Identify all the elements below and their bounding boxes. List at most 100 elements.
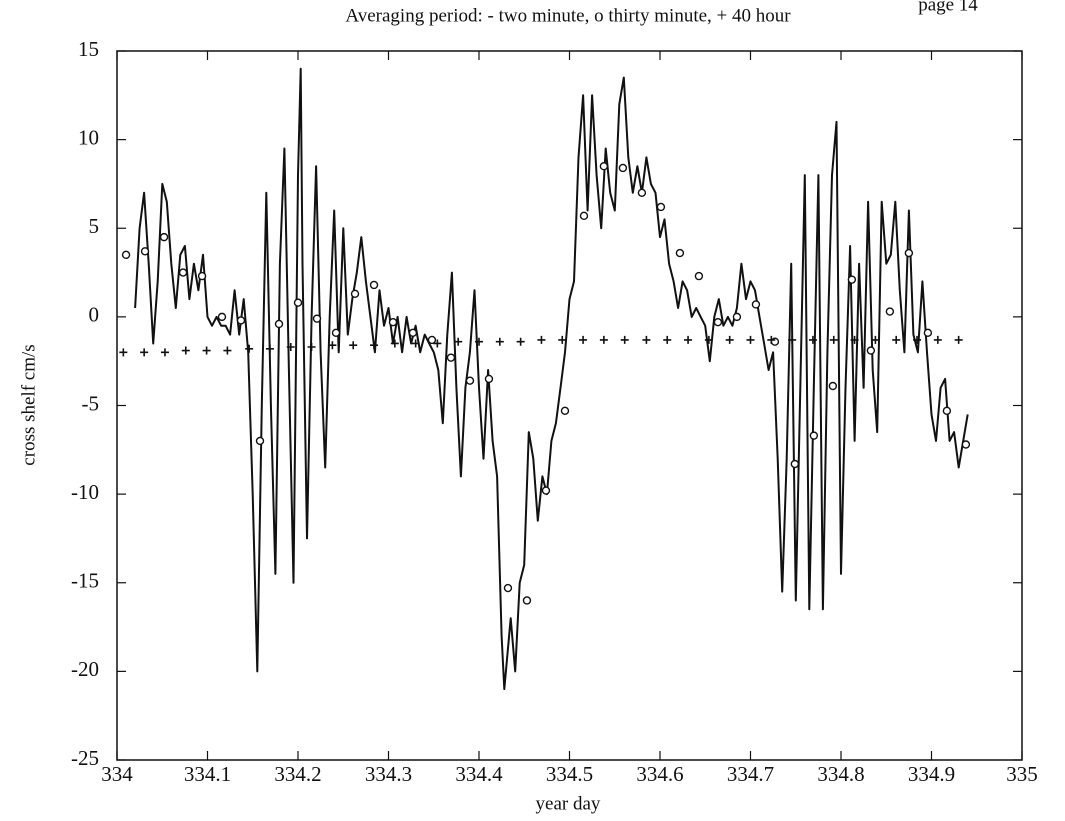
y-tick-label: 10 xyxy=(78,125,99,149)
y-axis-label: cross shelf cm/s xyxy=(18,344,39,465)
y-tick-label: -5 xyxy=(82,391,100,415)
plus-marker xyxy=(913,335,922,344)
circle-marker xyxy=(140,247,150,256)
circle-marker xyxy=(465,376,475,385)
circle-marker xyxy=(217,312,227,322)
circle-marker xyxy=(178,268,188,277)
y-tick-label: -15 xyxy=(71,569,99,593)
page-label: page 14 xyxy=(918,0,978,15)
plus-marker xyxy=(307,343,316,352)
plus-marker xyxy=(516,337,525,346)
x-tick-label: 335 xyxy=(1006,762,1038,786)
circle-marker xyxy=(560,406,570,416)
x-tick-label: 334.7 xyxy=(727,762,774,786)
plus-marker xyxy=(704,335,713,344)
plus-marker xyxy=(223,346,232,355)
plus-marker xyxy=(265,344,274,353)
circle-marker xyxy=(656,202,666,212)
circle-marker xyxy=(961,440,971,449)
circle-marker xyxy=(790,459,800,469)
plus-marker xyxy=(663,335,672,344)
circle-marker xyxy=(866,346,876,355)
plus-marker xyxy=(390,339,399,348)
circle-marker xyxy=(522,596,532,605)
circle-marker xyxy=(312,314,322,323)
circle-marker xyxy=(923,328,933,338)
circle-marker xyxy=(274,319,284,329)
plus-marker xyxy=(537,335,546,344)
x-tick-label: 334.6 xyxy=(636,762,683,786)
y-tick-label: -10 xyxy=(71,480,99,504)
circle-marker xyxy=(350,289,360,299)
plus-marker xyxy=(245,344,254,353)
plus-marker xyxy=(829,335,838,344)
circle-marker xyxy=(255,436,265,446)
x-tick-label: 334.8 xyxy=(817,762,864,786)
circle-marker xyxy=(599,162,609,171)
circle-marker xyxy=(197,271,207,281)
plus-marker xyxy=(684,335,693,344)
plus-marker xyxy=(850,335,859,344)
y-tick-label: 15 xyxy=(78,37,99,61)
x-tick-label: 334.4 xyxy=(455,762,503,786)
plot-frame xyxy=(116,50,1023,761)
circle-marker xyxy=(942,406,952,416)
x-tick-label: 334.5 xyxy=(546,762,593,786)
circle-marker xyxy=(694,271,704,281)
chart-title: Averaging period: - two minute, o thirty… xyxy=(345,5,791,26)
x-tick-label: 334.2 xyxy=(274,762,321,786)
plus-marker xyxy=(140,348,149,357)
circle-marker xyxy=(579,211,589,221)
x-axis-label: year day xyxy=(536,793,601,814)
plus-marker xyxy=(454,337,463,346)
x-tick-label: 334.9 xyxy=(908,762,955,786)
y-tick-label: -20 xyxy=(71,657,99,681)
circle-marker xyxy=(713,317,723,327)
circle-marker xyxy=(809,431,819,440)
plus-marker xyxy=(725,335,734,344)
circle-marker xyxy=(369,280,379,290)
circle-marker xyxy=(847,275,857,284)
y-tick-label: 0 xyxy=(89,303,100,327)
plus-marker xyxy=(328,341,337,350)
x-tick-label: 334 xyxy=(101,762,133,786)
circle-marker xyxy=(828,381,838,391)
circle-marker xyxy=(484,374,494,384)
plus-marker xyxy=(370,341,379,350)
plus-marker xyxy=(558,335,567,344)
circle-marker xyxy=(885,307,895,316)
plus-marker xyxy=(202,346,211,355)
x-tick-label: 334.3 xyxy=(365,762,412,786)
circle-marker xyxy=(904,248,914,258)
plus-marker xyxy=(892,335,901,344)
series-line xyxy=(134,67,969,691)
plus-marker xyxy=(808,335,817,344)
plus-marker xyxy=(181,346,190,355)
circle-marker xyxy=(159,232,169,242)
circle-marker xyxy=(751,300,761,309)
x-tick-label: 334.1 xyxy=(184,762,231,786)
plus-marker xyxy=(767,335,776,344)
circle-marker xyxy=(541,486,551,495)
circle-marker xyxy=(618,163,628,173)
plus-marker xyxy=(349,341,358,350)
plus-marker xyxy=(495,337,504,346)
circle-marker xyxy=(331,328,341,338)
plus-marker xyxy=(119,348,128,357)
plus-marker xyxy=(475,337,483,346)
circle-marker xyxy=(637,188,647,198)
circle-marker xyxy=(732,312,742,322)
y-tick-label: -25 xyxy=(71,746,99,770)
circle-marker xyxy=(408,328,418,338)
circle-marker xyxy=(236,316,246,325)
circle-marker xyxy=(427,335,437,345)
circle-marker xyxy=(293,298,303,307)
plus-marker xyxy=(871,335,880,344)
plus-marker xyxy=(933,335,942,344)
plus-marker xyxy=(599,335,608,344)
plus-marker xyxy=(954,335,963,344)
plus-marker xyxy=(579,335,588,344)
circle-marker xyxy=(503,583,513,593)
